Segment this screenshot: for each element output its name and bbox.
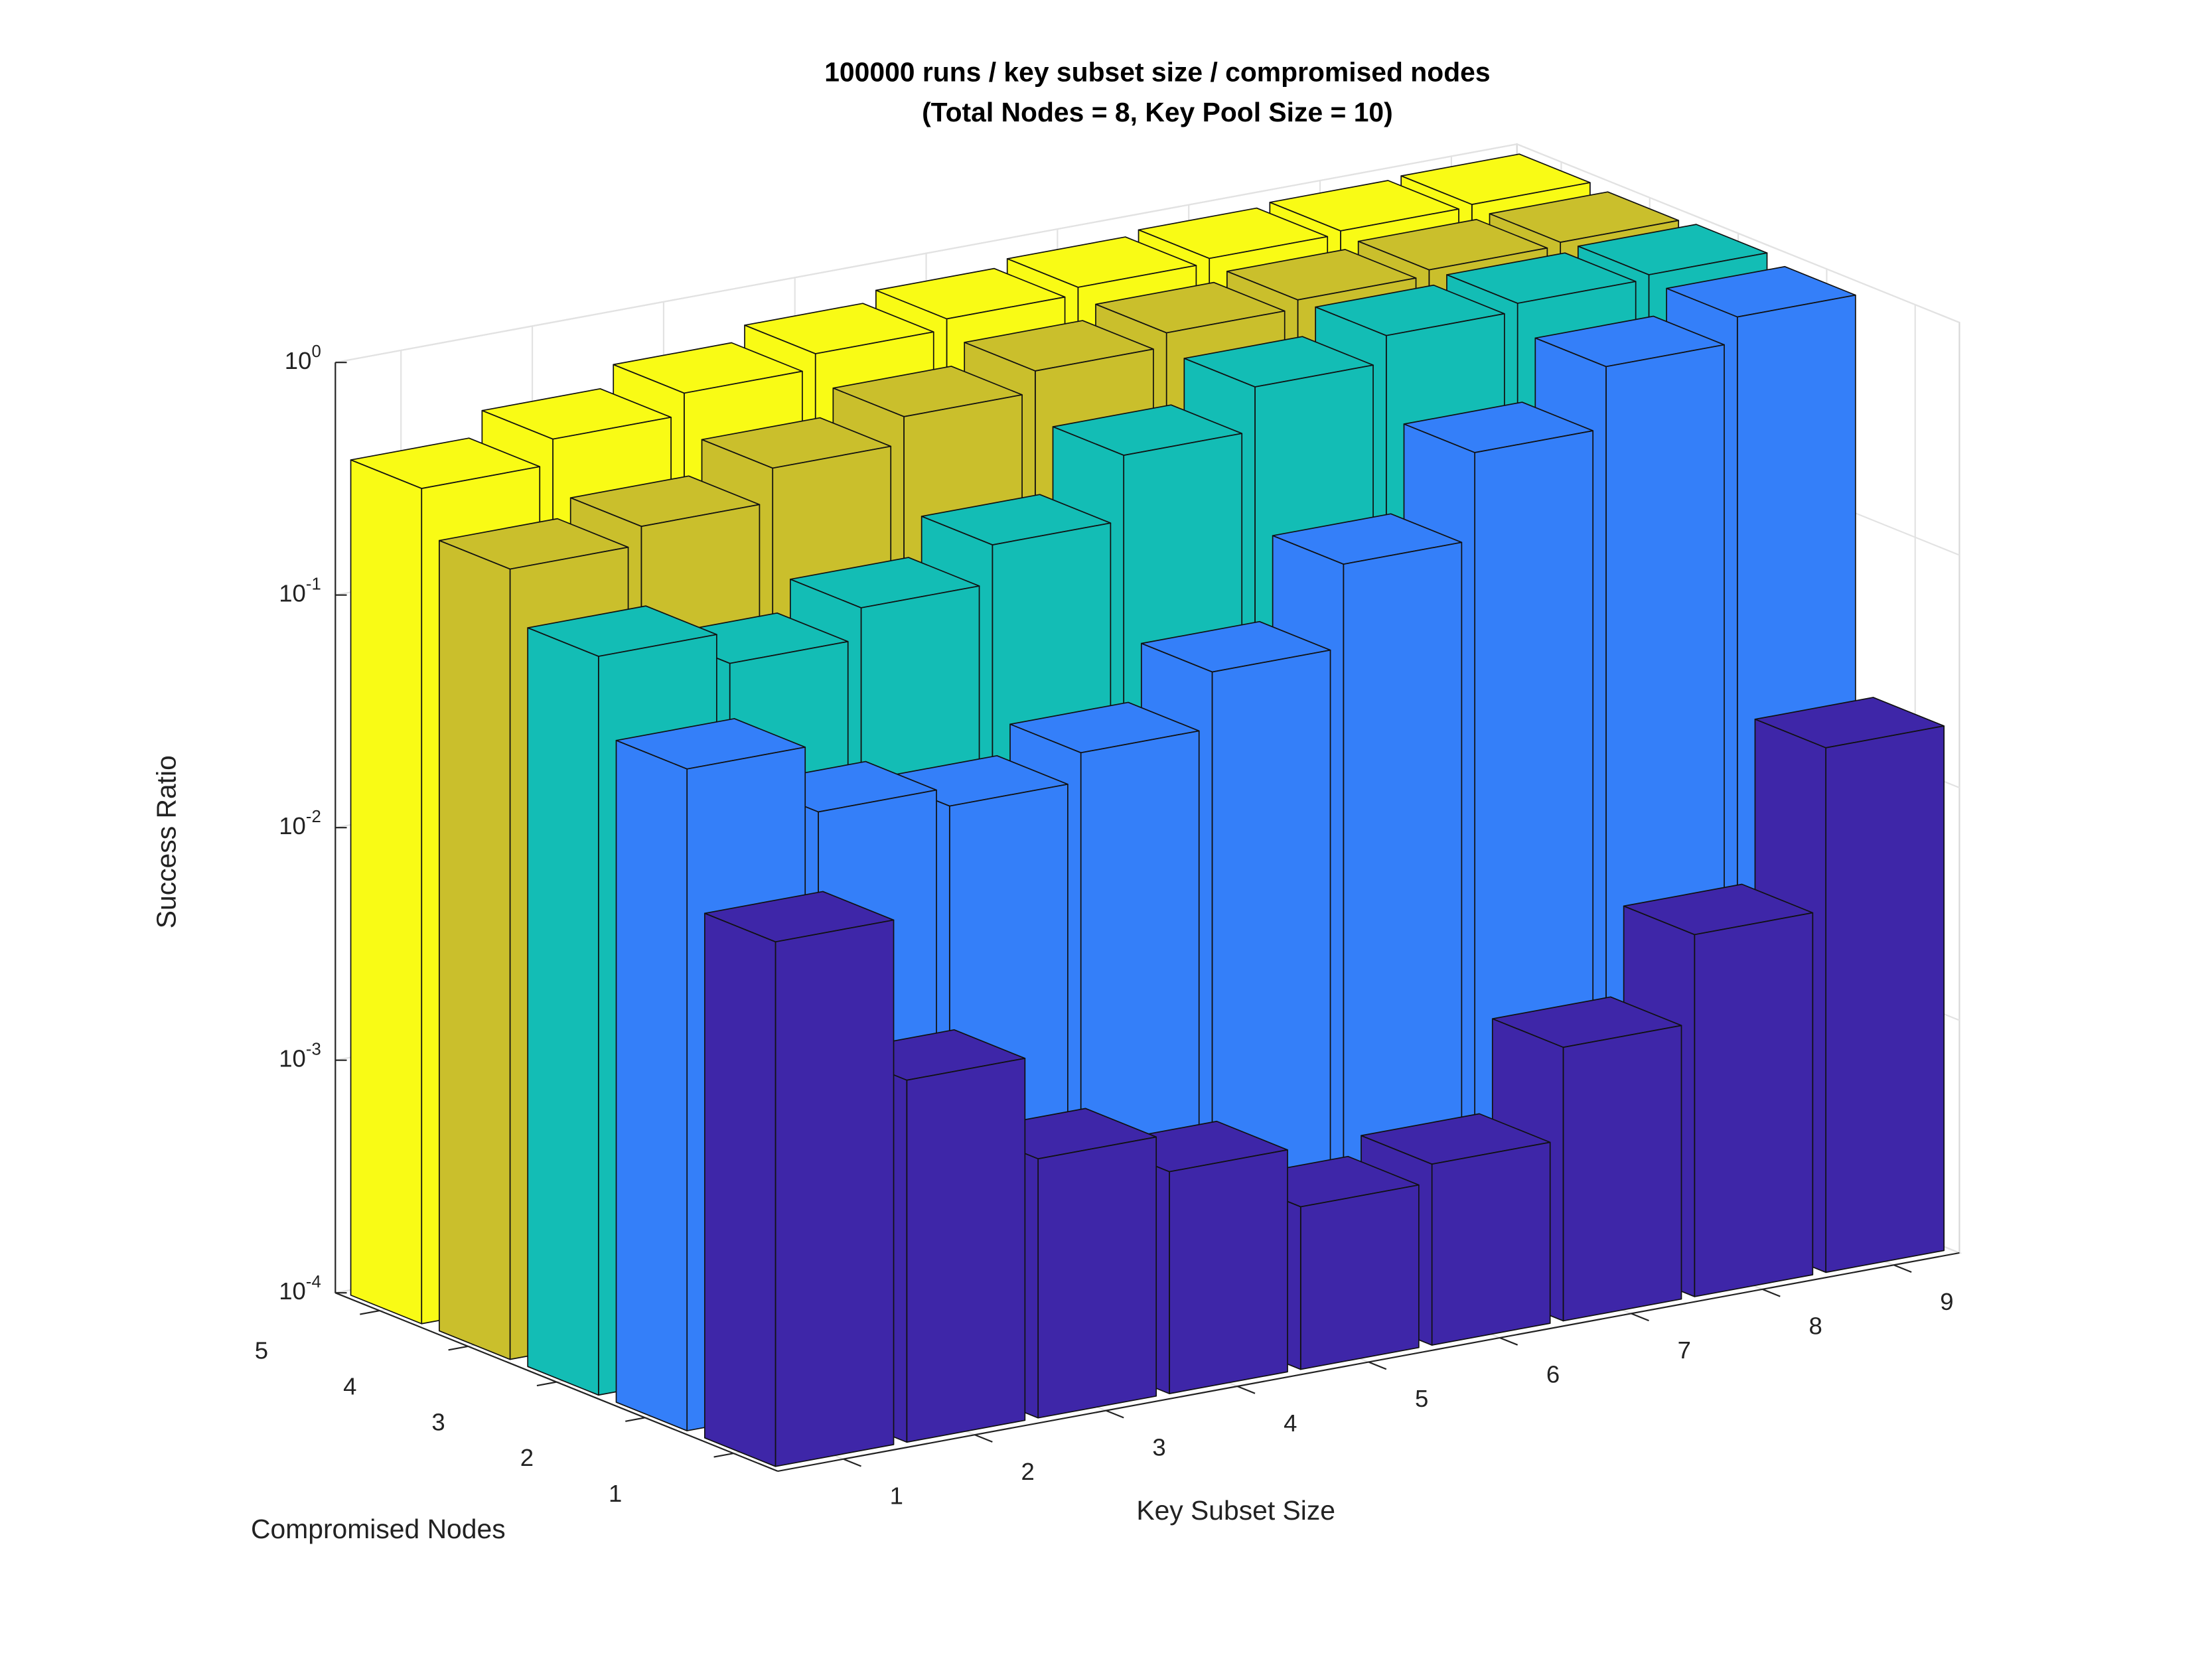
chart-title: 100000 runs / key subset size / compromi…: [824, 57, 1490, 88]
x-tick: [1106, 1409, 1124, 1419]
z-tick-label: 10-4: [279, 1273, 321, 1305]
bar-face: [1431, 1141, 1551, 1346]
bar-face: [1299, 1184, 1420, 1370]
z-tick-label: 100: [285, 342, 321, 374]
x-tick: [1236, 1386, 1256, 1394]
bar-face: [350, 459, 423, 1325]
x-axis-label: Key Subset Size: [1136, 1495, 1335, 1526]
x-tick-label: 2: [1021, 1458, 1034, 1485]
x-tick-label: 5: [1415, 1385, 1428, 1412]
bar-face: [527, 627, 599, 1396]
bar-face: [1037, 1136, 1157, 1419]
x-tick-label: 6: [1546, 1361, 1560, 1388]
y-tick: [713, 1453, 734, 1458]
y-axis-label: Compromised Nodes: [251, 1514, 506, 1544]
y-axis: [334, 1292, 778, 1472]
x-tick-label: 4: [1284, 1409, 1297, 1437]
bar-face: [774, 919, 895, 1467]
x-tick-label: 9: [1940, 1288, 1953, 1315]
bar-face: [1825, 725, 1945, 1273]
x-tick: [1499, 1336, 1518, 1346]
bar: [703, 891, 895, 1467]
y-tick-label: 3: [431, 1408, 445, 1435]
y-tick-label: 2: [520, 1444, 534, 1471]
x-tick-label: 3: [1152, 1433, 1165, 1461]
x-tick-label: 1: [890, 1482, 903, 1509]
z-tick-label: 10-1: [279, 575, 321, 607]
x-axis: [777, 1252, 1960, 1473]
bar-face: [906, 1057, 1026, 1443]
x-tick: [1631, 1313, 1649, 1322]
x-tick: [974, 1434, 993, 1443]
x-tick-label: 7: [1678, 1336, 1691, 1364]
y-tick: [625, 1417, 646, 1422]
x-tick: [843, 1458, 861, 1467]
chart-subtitle: (Total Nodes = 8, Key Pool Size = 10): [922, 97, 1393, 127]
z-tick-label: 10-2: [279, 808, 321, 839]
bar-face: [1694, 912, 1814, 1297]
y-tick-label: 5: [255, 1337, 268, 1364]
y-tick-label: 1: [609, 1480, 622, 1507]
bar-face: [703, 912, 776, 1467]
bar-face: [1562, 1025, 1682, 1322]
y-tick-label: 4: [343, 1373, 356, 1400]
x-tick: [1762, 1288, 1781, 1297]
y-tick: [536, 1381, 557, 1387]
z-axis-label: Success Ratio: [151, 755, 182, 928]
bar-face: [615, 739, 688, 1431]
y-tick: [360, 1310, 380, 1315]
bar-face: [1169, 1149, 1288, 1394]
z-tick-label: 10-3: [279, 1040, 321, 1072]
x-tick-label: 8: [1808, 1313, 1822, 1340]
bar-face: [439, 540, 511, 1360]
x-tick: [1893, 1264, 1912, 1273]
y-tick: [448, 1345, 469, 1351]
x-tick: [1368, 1361, 1387, 1370]
